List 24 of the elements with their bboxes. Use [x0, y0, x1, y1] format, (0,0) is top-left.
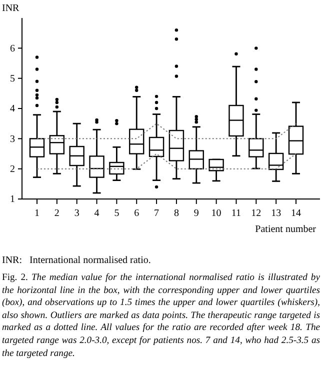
- x-tick-label: 13: [271, 208, 282, 219]
- x-tick-label: 1: [34, 208, 40, 219]
- y-tick-label: 3: [10, 134, 15, 145]
- x-tick-label: 6: [134, 208, 140, 219]
- x-tick-label: 5: [114, 208, 120, 219]
- y-tick-label: 1: [10, 194, 15, 206]
- x-tick-label: 3: [74, 208, 80, 219]
- caption: Fig. 2. The median value for the international normalised ratio is illustrated by the horizontal line in the box, with the corresponding upper and lower quartiles (box), and observations up to 1.5 times the upper and lower quartiles (whiskers), also shown. Outliers are marked as data points. The therapeutic range targeted is marked as a dotted line. All values for the ratio are recorded after week 18. The targeted range was 2.0-3.0, except for patients nos. 7 and 14, who had 2.5-3.5 as the targeted range.: [2, 272, 320, 359]
- y-tick-label: 2: [10, 164, 15, 176]
- x-tick-label: 12: [251, 208, 262, 219]
- y-tick-label: 6: [10, 43, 15, 54]
- x-tick-label: 14: [291, 208, 301, 219]
- x-tick-label: 8: [174, 208, 179, 219]
- x-tick-label: 2: [54, 208, 60, 219]
- text: INR: International normalised ratio.: [2, 255, 152, 266]
- y-tick-label: 5: [10, 74, 15, 85]
- x-tick-label: 11: [231, 208, 242, 219]
- x-tick-label: 10: [211, 208, 222, 219]
- x-tick-label: 7: [154, 208, 160, 219]
- x-tick-label: 4: [94, 208, 100, 219]
- x-tick-label: 9: [194, 208, 199, 219]
- x-axis-title: Patient number: [255, 224, 317, 235]
- y-tick-label: 4: [10, 104, 15, 115]
- y-axis-title: INR: [2, 3, 20, 14]
